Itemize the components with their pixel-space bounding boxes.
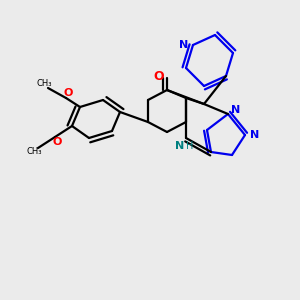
Text: N: N [231,105,241,115]
Text: N: N [179,40,189,50]
Text: N: N [250,130,260,140]
Text: O: O [63,88,73,98]
Text: O: O [52,137,62,147]
Text: CH₃: CH₃ [26,148,42,157]
Text: N: N [176,141,184,151]
Text: CH₃: CH₃ [36,80,52,88]
Text: H: H [186,141,194,151]
Text: O: O [154,70,164,83]
